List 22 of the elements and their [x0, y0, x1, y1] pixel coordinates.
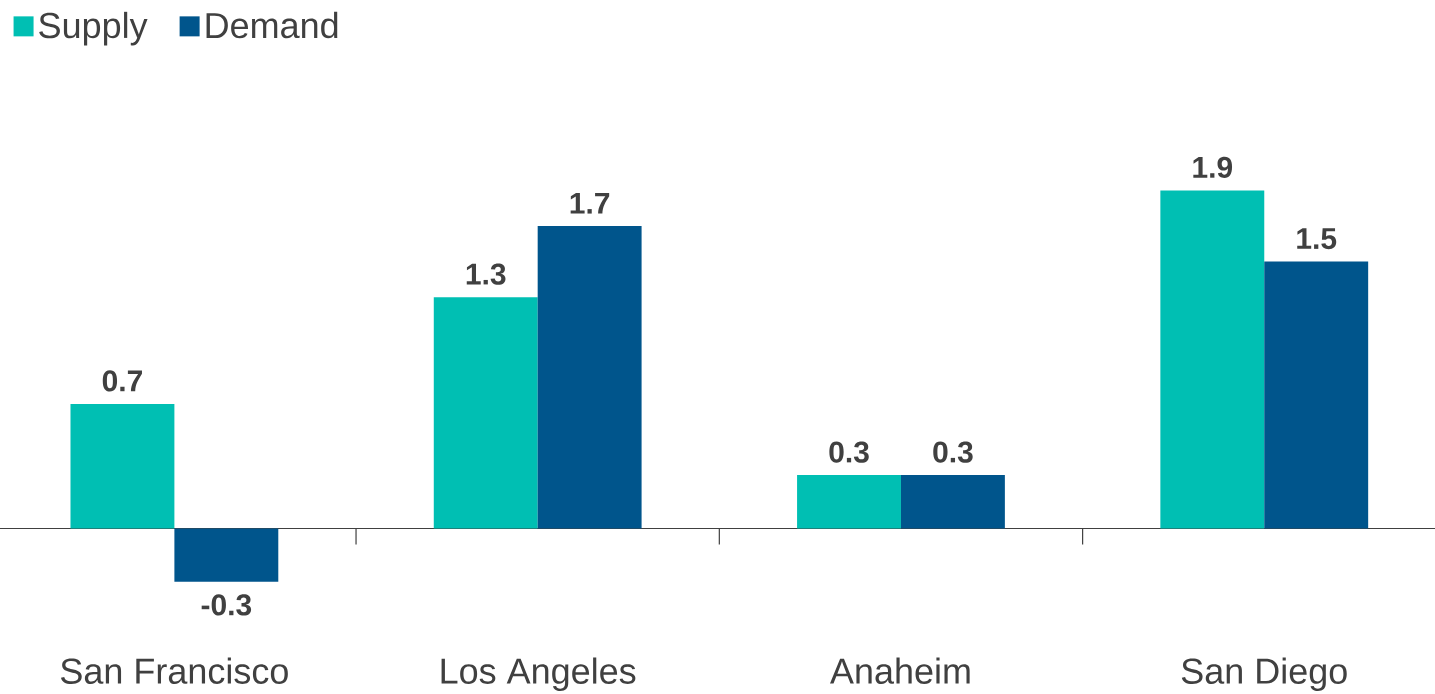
x-tick-label: San Francisco: [60, 657, 288, 684]
x-tick-label: Los Angeles: [441, 657, 636, 692]
bar: [174, 528, 279, 582]
bar: [1264, 261, 1369, 529]
data-label: 0.3: [933, 441, 973, 463]
bar: [433, 297, 538, 529]
x-tick-label: Anaheim: [829, 657, 970, 684]
legend-label: Demand: [206, 11, 338, 39]
data-label: 1.7: [570, 192, 610, 214]
bar: [900, 475, 1005, 529]
data-label: -0.3: [201, 594, 252, 616]
data-label: 1.3: [466, 263, 506, 285]
x-tick-label: San Diego: [1181, 657, 1347, 692]
data-label: 0.3: [829, 441, 869, 463]
bar: [1160, 190, 1265, 529]
legend-label: Supply: [39, 11, 148, 46]
data-label: 1.5: [1297, 228, 1337, 250]
data-label: 1.9: [1193, 156, 1233, 178]
bar: [797, 475, 901, 529]
data-label: 0.7: [102, 370, 142, 392]
bar: [70, 403, 175, 529]
bar: [537, 225, 642, 529]
